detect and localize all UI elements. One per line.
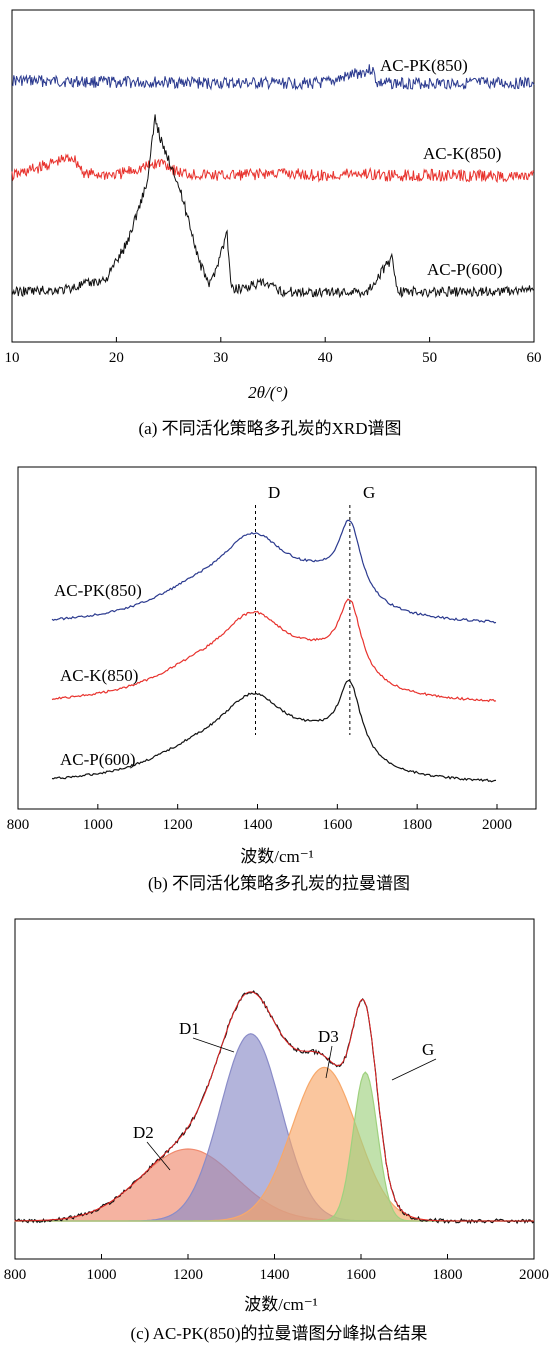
a-series-label-2: AC-P(600) (427, 260, 503, 279)
a-tick-label-1: 20 (109, 350, 124, 366)
b-series-line-0 (51, 519, 497, 624)
b-tick-label-1: 1000 (83, 817, 113, 833)
b-series-label-2: AC-P(600) (60, 750, 136, 769)
c-label-leader-d3 (325, 1045, 333, 1079)
b-series-line-1 (51, 598, 497, 703)
b-tick-label-5: 1800 (402, 817, 432, 833)
a-series-label-0: AC-PK(850) (380, 56, 468, 75)
c-tick-label-5: 1800 (433, 1267, 463, 1283)
a-tick-label-0: 10 (5, 350, 20, 366)
b-x-axis-label: 波数/cm⁻¹ (240, 847, 314, 866)
c-tick-label-1: 1000 (87, 1267, 117, 1283)
b-series-label-1: AC-K(850) (60, 666, 138, 685)
c-caption: (c) AC-PK(850)的拉曼谱图分峰拟合结果 (130, 1324, 427, 1343)
b-series-line-2 (51, 679, 497, 783)
a-tick-label-3: 40 (318, 350, 333, 366)
a-series-line-2 (11, 114, 535, 299)
b-tick-label-0: 800 (7, 817, 30, 833)
c-tick-label-2: 1200 (173, 1267, 203, 1283)
c-label-leader-g (391, 1058, 437, 1081)
b-annotation-d: D (268, 483, 280, 502)
c-label-d2: D2 (133, 1123, 154, 1142)
a-series-line-0 (11, 64, 535, 91)
b-series-label-0: AC-PK(850) (54, 581, 142, 600)
c-label-d1: D1 (179, 1019, 200, 1038)
a-series-line-1 (11, 153, 535, 184)
c-x-axis-label: 波数/cm⁻¹ (244, 1295, 318, 1314)
panel-b-raman: D G 800 1000 1200 1400 1600 1800 2000 AC-PK(85… (7, 466, 537, 893)
b-annotation-g: G (363, 483, 375, 502)
c-label-g: G (422, 1040, 434, 1059)
a-x-axis-label: 2θ/(°) (248, 383, 288, 402)
a-tick-label-2: 30 (213, 350, 228, 366)
panel-a-xrd: 10 20 30 40 50 60 AC-PK(850) AC-K(850) AC-P(6… (5, 9, 542, 438)
c-label-leader-d2 (146, 1141, 171, 1171)
a-caption: (a) 不同活化策略多孔炭的XRD谱图 (138, 419, 401, 438)
b-tick-label-2: 1200 (163, 817, 193, 833)
a-tick-label-4: 50 (422, 350, 437, 366)
c-tick-label-4: 1600 (346, 1267, 376, 1283)
b-tick-label-4: 1600 (322, 817, 352, 833)
b-tick-label-6: 2000 (482, 817, 512, 833)
c-tick-label-0: 800 (4, 1267, 27, 1283)
c-tick-label-3: 1400 (260, 1267, 290, 1283)
c-label-leader-d1 (192, 1037, 235, 1053)
b-tick-label-3: 1400 (243, 817, 273, 833)
panel-b-frame (17, 466, 537, 810)
c-label-d3: D3 (318, 1027, 339, 1046)
a-tick-label-5: 60 (527, 350, 542, 366)
panel-c-fit: 800 1000 1200 1400 1600 1800 2000 D2 D1 D3 G 波数/c… (4, 918, 549, 1343)
b-caption: (b) 不同活化策略多孔炭的拉曼谱图 (148, 874, 410, 893)
c-tick-label-6: 2000 (519, 1267, 549, 1283)
c-fitted-curve (15, 991, 534, 1222)
a-series-label-1: AC-K(850) (423, 144, 501, 163)
